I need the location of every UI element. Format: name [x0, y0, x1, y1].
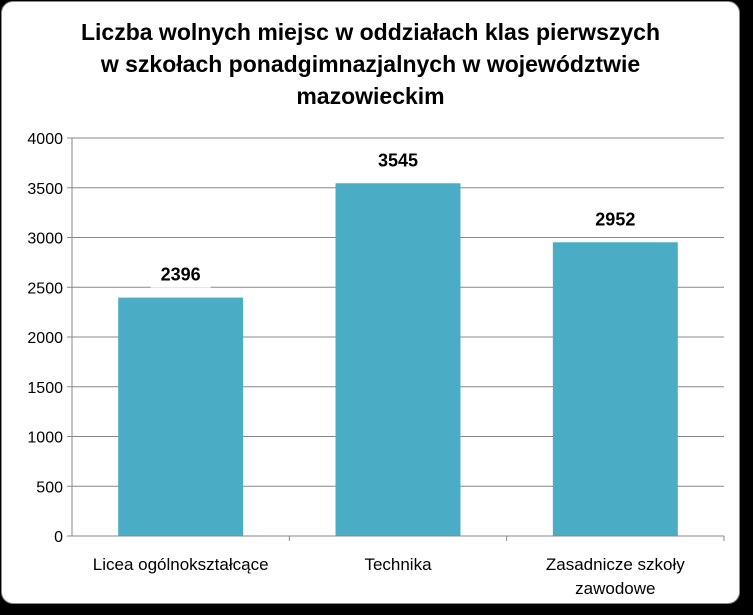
chart-title-line-2: w szkołach ponadgimnazjalnych w wojewódz… — [100, 51, 641, 77]
y-tick-label: 2000 — [27, 330, 63, 347]
y-tick-label: 500 — [36, 479, 63, 496]
y-tick-label: 3000 — [27, 231, 63, 248]
category-label: Technika — [364, 555, 432, 574]
data-label: 2952 — [595, 209, 635, 229]
data-label-background — [368, 143, 428, 174]
y-tick-label: 1500 — [27, 380, 63, 397]
bar — [335, 183, 461, 536]
y-tick-label: 2500 — [27, 280, 63, 297]
data-label: 2396 — [161, 265, 201, 285]
bar — [118, 297, 244, 536]
plot-area: 0 500 1000 1500 2000 2500 3000 3500 4000 2396 Lice… — [27, 131, 725, 598]
chart-title: Liczba wolnych miejsc w oddziałach klas … — [2, 16, 739, 112]
chart-title-line-1: Liczba wolnych miejsc w oddziałach klas … — [80, 19, 661, 45]
chart-title-line-3: mazowieckim — [296, 83, 445, 109]
y-tick-label: 4000 — [27, 131, 63, 148]
bar — [552, 242, 678, 536]
category-label: Licea ogólnokształcące — [93, 555, 269, 574]
y-tick-label: 1000 — [27, 430, 63, 447]
category-label: zawodowe — [575, 579, 655, 598]
data-label-background — [585, 202, 646, 233]
data-label-background — [150, 257, 211, 288]
chart-frame: Liczba wolnych miejsc w oddziałach klas … — [1, 1, 740, 604]
y-tick-label: 3500 — [27, 181, 63, 198]
y-tick-label: 0 — [54, 529, 63, 546]
category-label: Zasadnicze szkoły — [546, 555, 685, 574]
data-label: 3545 — [378, 150, 418, 170]
